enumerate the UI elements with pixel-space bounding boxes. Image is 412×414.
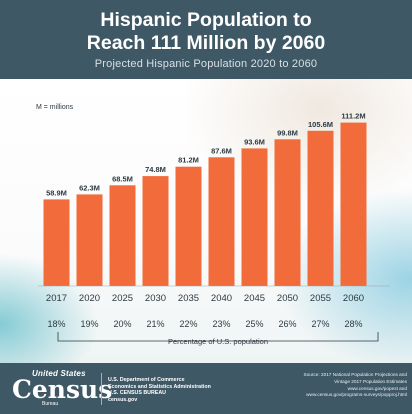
agency-block: U.S. Department of Commerce Economics an… (108, 377, 211, 403)
value-label-2030: 74.8M (145, 165, 166, 174)
unit-note: M = millions (36, 104, 74, 111)
value-label-2045: 93.6M (244, 137, 265, 146)
percent-label-2035: 22% (179, 319, 197, 329)
percent-label-2017: 18% (47, 319, 65, 329)
percent-label-2055: 27% (311, 319, 329, 329)
source-note: Source: 2017 National Population Project… (267, 372, 407, 399)
agency-line: Economics and Statistics Administration (108, 383, 211, 390)
tick-label-2060: 2060 (343, 293, 364, 304)
bar-2017 (43, 199, 70, 286)
value-label-2055: 105.6M (308, 120, 333, 129)
bar-group (43, 122, 367, 286)
source-line: Source: 2017 National Population Project… (303, 372, 407, 377)
page-subtitle: Projected Hispanic Population 2020 to 20… (94, 58, 318, 70)
bar-2040 (208, 157, 235, 286)
value-label-2050: 99.8M (277, 128, 298, 137)
source-line: www.census.gov/popest and (347, 385, 407, 391)
tick-label-2040: 2040 (211, 293, 232, 304)
bar-2025 (109, 185, 136, 286)
header-banner: Hispanic Population to Reach 111 Million… (0, 0, 412, 79)
percent-label-2045: 25% (245, 319, 263, 329)
bar-2045 (241, 148, 268, 286)
percent-bracket (57, 332, 379, 342)
agency-line: U.S. CENSUS BUREAU (108, 390, 166, 397)
value-label-2060: 111.2M (341, 112, 365, 121)
percent-label-2020: 19% (80, 319, 98, 329)
tick-label-2030: 2030 (145, 293, 166, 304)
percent-label-group: 18% 19% 20% 21% 22% 23% 25% 26% 27% 28% (47, 319, 362, 329)
value-label-2017: 58.9M (46, 188, 67, 197)
percent-label-2060: 28% (344, 319, 362, 329)
source-line: Vintage 2017 Population Estimates (334, 378, 407, 384)
tick-label-2020: 2020 (79, 293, 100, 304)
percent-label-2040: 23% (212, 319, 230, 329)
bar-2035 (175, 166, 202, 286)
value-label-2040: 87.6M (211, 146, 232, 155)
tick-label-2045: 2045 (244, 293, 265, 304)
value-label-2020: 62.3M (79, 183, 100, 192)
tick-label-group: 2017 2020 2025 2030 2035 2040 2045 2050 2055 2060 (46, 293, 364, 304)
percent-label-2050: 26% (278, 319, 296, 329)
logo-main-text: Census (12, 375, 113, 404)
tick-label-2035: 2035 (178, 293, 199, 304)
logo-bottom-text: Bureau (42, 401, 59, 407)
percent-label-2030: 21% (146, 319, 164, 329)
value-label-2035: 81.2M (178, 156, 199, 165)
bar-2060 (340, 122, 367, 286)
source-line: www.census.gov/programs-surveys/popproj.… (306, 392, 407, 398)
title-line-1: Hispanic Population to (100, 9, 312, 31)
footer-banner: United States Census Bureau U.S. Departm… (0, 363, 412, 414)
tick-label-2017: 2017 (46, 293, 67, 304)
bar-2020 (76, 194, 103, 286)
page-title: Hispanic Population to Reach 111 Million… (0, 0, 412, 55)
bar-2055 (307, 130, 334, 286)
tick-label-2050: 2050 (277, 293, 298, 304)
tick-label-2055: 2055 (310, 293, 331, 304)
bar-2050 (274, 139, 301, 286)
bar-chart: M = millions 58.9M 62.3M 68.5M 74.8M 81.2M 87… (36, 104, 390, 346)
agency-line: census.gov (108, 396, 138, 403)
logo-top-text: United States (32, 369, 86, 378)
value-label-group: 58.9M 62.3M 68.5M 74.8M 81.2M 87.6M 93.6M 99.8M… (46, 112, 366, 198)
agency-line: U.S. Department of Commerce (108, 377, 185, 383)
census-logo: United States Census Bureau (12, 369, 112, 409)
footer-divider (101, 373, 102, 405)
bar-2030 (142, 176, 169, 286)
percent-label-2025: 20% (113, 319, 131, 329)
title-line-2: Reach 111 Million by 2060 (86, 32, 326, 54)
value-label-2025: 68.5M (112, 174, 133, 183)
tick-label-2025: 2025 (112, 293, 133, 304)
percent-caption: Percentage of U.S. population (168, 337, 268, 346)
